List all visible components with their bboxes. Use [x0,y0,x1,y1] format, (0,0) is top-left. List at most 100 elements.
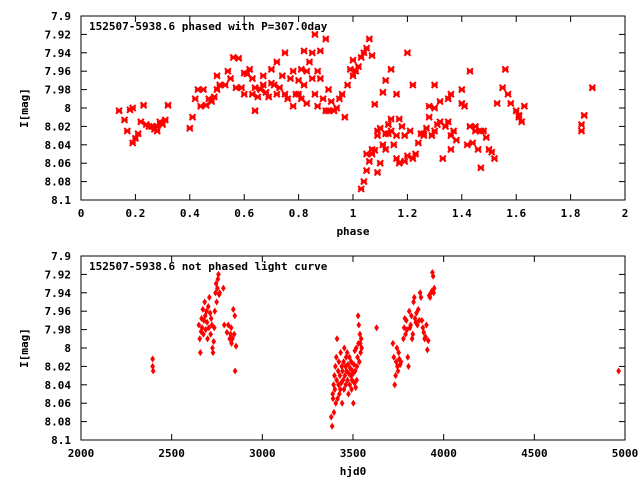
data-point [275,84,284,92]
data-point [418,293,424,301]
data-point [211,324,217,332]
data-point [251,84,259,92]
data-point [384,130,393,138]
data-point [517,118,526,126]
data-point [208,315,214,323]
x-tick-label: 1.4 [452,207,472,220]
data-point [214,298,219,306]
data-point [349,385,354,393]
data-point [341,113,349,121]
data-point [120,116,129,124]
data-point [335,395,340,403]
data-point [362,150,371,158]
x-tick-label: 1.6 [506,207,526,220]
data-point [357,185,365,193]
data-point [422,124,431,132]
data-point [221,321,227,329]
data-point [308,49,316,57]
data-point [349,56,357,64]
data-point [349,72,357,80]
data-point [463,141,471,149]
data-point [338,90,346,98]
data-point [297,65,306,74]
data-point [477,164,485,172]
data-point [216,81,224,89]
data-point [331,408,337,416]
data-point [123,127,131,135]
data-point [355,353,360,361]
data-point [313,102,322,110]
data-point [328,413,334,421]
data-point [424,321,429,329]
y-tick-label: 7.9 [51,10,71,23]
data-point [428,131,436,140]
data-point [324,85,333,94]
data-point [161,116,170,124]
data-point [344,349,350,357]
data-point [115,107,123,115]
data-point [284,95,292,103]
data-point [373,131,382,140]
data-point [392,154,401,163]
chart-title: 152507-5938.6 not phased light curve [89,260,328,273]
data-point [390,141,398,149]
y-tick-label: 8.04 [45,379,72,392]
data-point [415,321,420,329]
data-point [580,111,588,120]
phased-light-curve-chart: 152507-5938.6 phased with P=307.0day pha… [18,10,628,238]
data-point [355,312,361,320]
y-tick-label: 8.08 [45,176,72,189]
data-point [341,344,347,352]
data-point [362,166,371,175]
data-point [256,85,265,94]
y-tick-label: 7.98 [45,84,72,97]
data-point [430,104,439,112]
data-point [439,154,447,163]
data-point [335,95,344,103]
y-tick-label: 8.04 [45,139,72,152]
data-point [354,376,359,384]
data-point [332,104,341,112]
x-tick-label: 0.6 [234,207,254,220]
data-point [365,35,374,43]
data-point [360,49,368,57]
data-points [150,269,622,430]
x-tick-label: 5000 [612,447,639,460]
data-point [139,101,148,109]
data-point [387,115,395,123]
data-point [406,362,411,370]
data-point [353,344,359,352]
data-point [235,54,243,63]
data-point [381,76,390,85]
data-point [409,154,417,163]
plot-frame [80,15,626,201]
data-point [164,101,172,109]
data-point [211,338,217,346]
data-point [501,65,510,74]
data-point [213,85,221,94]
plot-frame [80,255,626,441]
x-ticks: 0 0.2 0.4 0.6 0.8 1 1.2 1.4 1.6 1.8 2 [78,16,628,220]
data-point [188,113,197,121]
data-point [319,95,327,103]
data-point [206,324,212,332]
data-point [213,72,221,80]
y-tick-label: 7.94 [45,47,72,60]
data-point [335,367,341,375]
data-points [115,30,597,193]
data-point [297,95,306,103]
data-point [308,74,316,83]
data-point [466,122,474,131]
data-point [405,353,411,361]
data-point [224,67,232,75]
data-point [395,367,401,375]
data-point [225,321,231,329]
data-point [207,309,213,317]
y-axis-label: I[mag] [18,88,31,128]
data-point [471,122,480,131]
data-point [393,372,398,380]
data-point [588,84,597,92]
x-axis-label: hjd0 [340,465,367,478]
data-point [400,131,409,140]
data-point [128,139,137,147]
